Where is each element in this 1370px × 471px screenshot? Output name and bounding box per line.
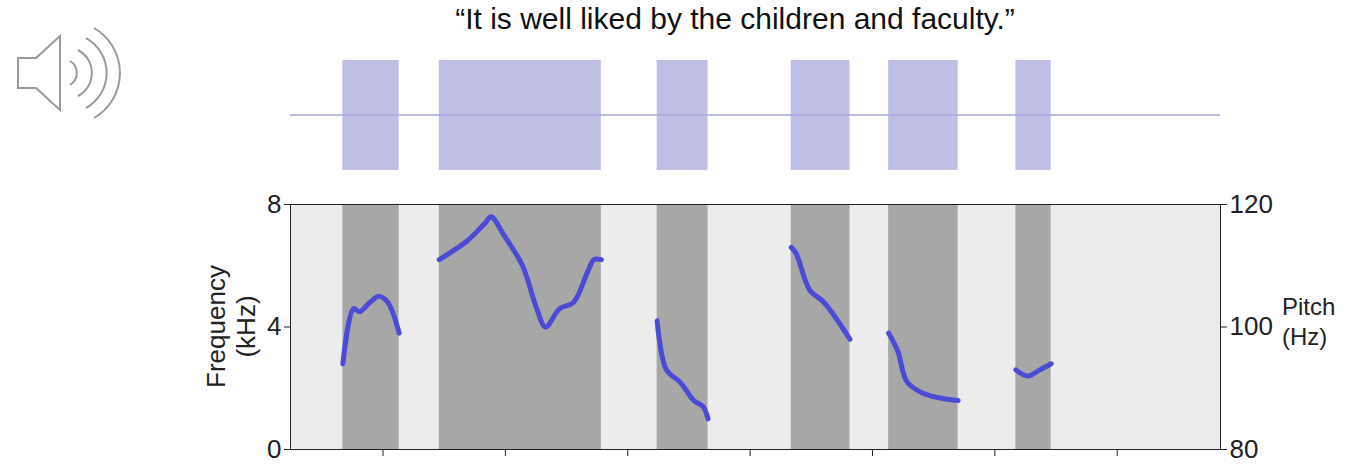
svg-text:80: 80 — [1230, 434, 1259, 464]
svg-text:0: 0 — [267, 434, 281, 464]
html-text:“It is well liked by the child: “It is well liked by the children and fa… — [455, 2, 1015, 35]
svg-text:100: 100 — [1230, 311, 1273, 341]
svg-text:8: 8 — [267, 189, 281, 219]
svg-text:4: 4 — [267, 311, 281, 341]
svg-text:120: 120 — [1230, 189, 1273, 219]
svg-text:(kHz): (kHz) — [231, 295, 261, 357]
svg-text:Frequency: Frequency — [201, 265, 231, 388]
svg-text:Pitch: Pitch — [1282, 293, 1335, 320]
svg-text:(Hz): (Hz) — [1282, 323, 1327, 350]
